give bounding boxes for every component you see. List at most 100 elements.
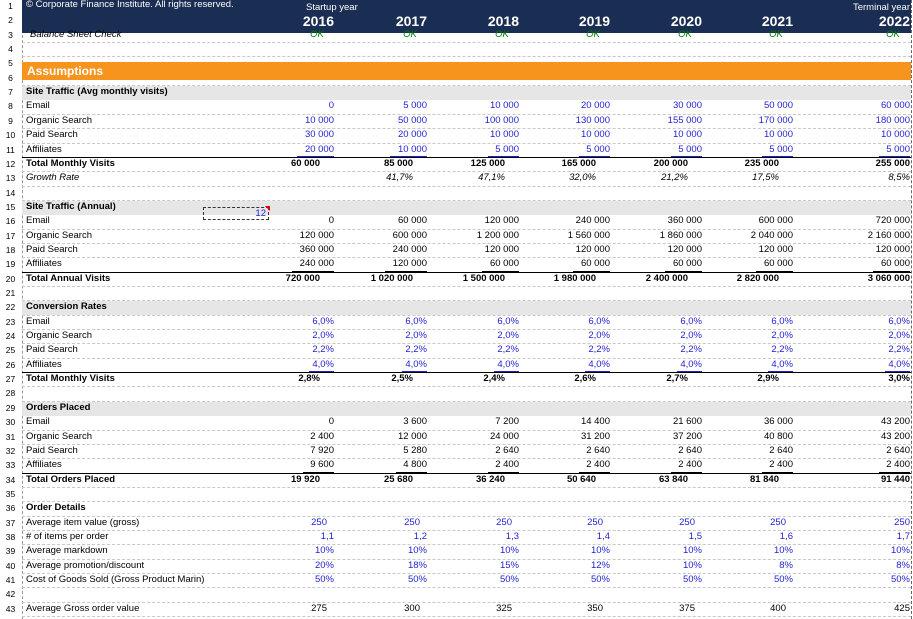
data-cell[interactable]: 63 840 [658, 473, 688, 485]
data-cell[interactable]: 2 640 [886, 444, 910, 456]
row-number[interactable]: 38 [5, 531, 16, 542]
data-cell[interactable]: 5 000 [678, 143, 702, 155]
data-cell[interactable]: 41,7% [386, 172, 413, 184]
data-cell[interactable]: 2,0% [312, 330, 334, 342]
data-cell[interactable]: 120 000 [758, 243, 793, 255]
data-cell[interactable]: 170 000 [758, 114, 793, 126]
data-cell[interactable]: 50% [773, 574, 793, 585]
data-cell[interactable]: 8% [779, 559, 793, 571]
data-cell[interactable]: 6,0% [888, 315, 910, 327]
data-cell[interactable]: 240 000 [575, 215, 610, 227]
data-cell[interactable]: 17,5% [752, 172, 779, 184]
data-cell[interactable]: 2 640 [678, 444, 702, 456]
data-cell[interactable]: 1,7 [896, 530, 910, 542]
row-number[interactable]: 2 [8, 15, 13, 26]
row-number[interactable]: 12 [5, 158, 16, 169]
row-number[interactable]: 29 [5, 402, 16, 413]
data-cell[interactable]: 6,0% [497, 315, 519, 327]
data-cell[interactable]: 0 [328, 215, 334, 227]
data-cell[interactable]: 50 000 [763, 100, 793, 112]
data-cell[interactable]: 50% [890, 574, 910, 585]
row-number[interactable]: 35 [5, 488, 16, 499]
data-cell[interactable]: 1,4 [596, 530, 610, 542]
row-number[interactable]: 6 [8, 72, 13, 83]
data-cell[interactable]: 4,0% [771, 358, 793, 370]
row-number[interactable]: 20 [5, 273, 16, 284]
data-cell[interactable] [230, 171, 320, 185]
data-cell[interactable]: 18% [407, 559, 427, 571]
row-number[interactable]: 15 [5, 201, 16, 212]
data-cell[interactable]: 200 000 [653, 157, 688, 169]
data-cell[interactable]: 2,0% [405, 330, 427, 342]
data-cell[interactable]: 1 860 000 [659, 229, 702, 241]
data-cell[interactable]: 60 000 [290, 157, 320, 169]
row-number[interactable]: 37 [5, 517, 16, 528]
row-number[interactable]: 23 [5, 316, 16, 327]
data-cell[interactable]: 47,1% [478, 172, 505, 184]
data-cell[interactable]: 50% [590, 574, 610, 585]
data-cell[interactable]: 43 200 [880, 416, 910, 428]
data-cell[interactable]: 20 000 [304, 143, 334, 155]
data-cell[interactable]: 21,2% [661, 172, 688, 184]
data-cell[interactable]: 2 820 000 [736, 272, 779, 284]
data-cell[interactable]: 130 000 [575, 114, 610, 126]
data-cell[interactable]: 2,7% [666, 373, 688, 385]
row-number[interactable]: 33 [5, 460, 16, 471]
data-cell[interactable]: 1 980 000 [553, 272, 596, 284]
data-cell[interactable]: 10 000 [304, 114, 334, 126]
data-cell[interactable]: 600 000 [392, 229, 427, 241]
data-cell[interactable]: 2 400 [678, 459, 702, 471]
data-cell[interactable]: 85 000 [383, 157, 413, 169]
data-cell[interactable]: 7 920 [310, 444, 334, 456]
data-cell[interactable]: 10 000 [672, 129, 702, 141]
data-cell[interactable]: 15% [499, 559, 519, 571]
data-cell[interactable]: 235 000 [744, 157, 779, 169]
data-cell[interactable]: 20 000 [580, 100, 610, 112]
row-number[interactable]: 42 [5, 589, 16, 600]
data-cell[interactable]: 10% [682, 545, 702, 557]
data-cell[interactable]: 60 000 [672, 258, 702, 270]
data-cell[interactable]: 5 000 [769, 143, 793, 155]
data-cell[interactable]: 100 000 [484, 114, 519, 126]
data-cell[interactable]: 120 000 [484, 243, 519, 255]
data-cell[interactable]: 1,1 [320, 530, 334, 542]
row-number[interactable]: 5 [8, 58, 13, 69]
data-cell[interactable]: 2 640 [586, 444, 610, 456]
data-cell[interactable]: 2,0% [588, 330, 610, 342]
data-cell[interactable]: 31 200 [580, 430, 610, 442]
row-number[interactable]: 9 [8, 115, 13, 126]
row-number[interactable]: 43 [5, 603, 16, 614]
data-cell[interactable]: 6,0% [680, 315, 702, 327]
row-number[interactable]: 7 [8, 87, 13, 98]
data-cell[interactable]: 180 000 [875, 114, 910, 126]
data-cell[interactable]: 43 200 [880, 430, 910, 442]
row-number[interactable]: 30 [5, 417, 16, 428]
data-cell[interactable]: 6,0% [312, 315, 334, 327]
data-cell[interactable]: 250 [404, 516, 420, 528]
data-cell[interactable]: 2 400 [495, 459, 519, 471]
row-number[interactable]: 32 [5, 445, 16, 456]
data-cell[interactable]: 21 600 [672, 416, 702, 428]
data-cell[interactable]: 120 000 [875, 243, 910, 255]
data-cell[interactable]: 120 000 [575, 243, 610, 255]
data-cell[interactable]: 2 400 [310, 430, 334, 442]
data-cell[interactable]: 7 200 [495, 416, 519, 428]
data-cell[interactable]: 50% [407, 574, 427, 585]
data-cell[interactable]: 81 840 [749, 473, 779, 485]
data-cell[interactable]: 2,6% [574, 373, 596, 385]
data-cell[interactable]: 1 500 000 [462, 272, 505, 284]
data-cell[interactable]: 50% [499, 574, 519, 585]
row-number[interactable]: 26 [5, 359, 16, 370]
data-cell[interactable]: 10% [499, 545, 519, 557]
row-number[interactable]: 14 [5, 187, 16, 198]
data-cell[interactable]: 1 560 000 [567, 229, 610, 241]
data-cell[interactable]: 120 000 [667, 243, 702, 255]
data-cell[interactable]: 10 000 [489, 129, 519, 141]
row-number[interactable]: 21 [5, 288, 16, 298]
data-cell[interactable]: 300 [404, 602, 420, 614]
row-number[interactable]: 36 [5, 503, 16, 514]
data-cell[interactable]: 2 400 [886, 459, 910, 471]
data-cell[interactable]: 60 000 [763, 258, 793, 270]
data-cell[interactable]: 1,5 [688, 530, 702, 542]
data-cell[interactable]: 2 040 000 [750, 229, 793, 241]
